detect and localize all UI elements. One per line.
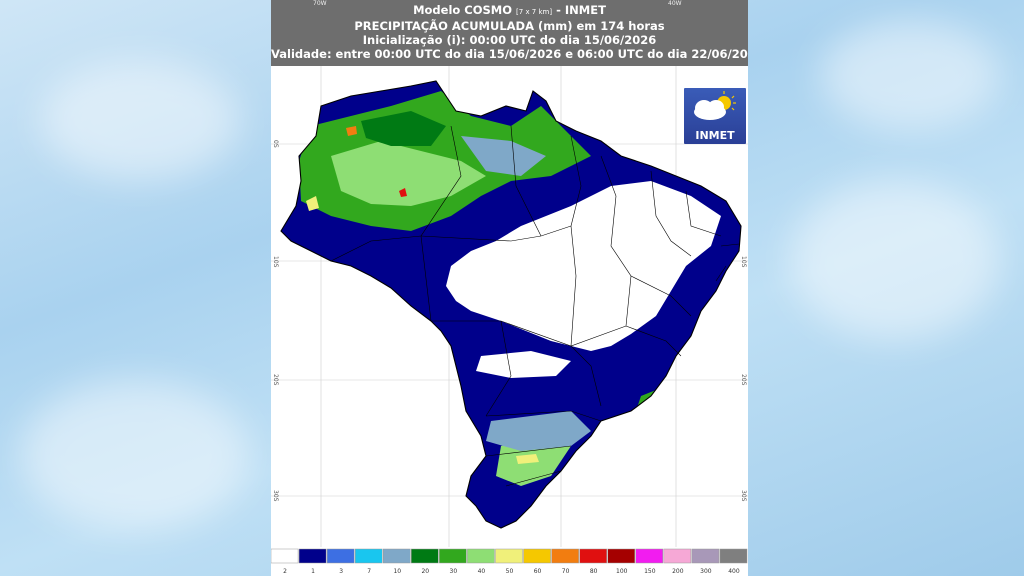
cloud-left-2 [20, 380, 250, 530]
northwest-yellow-spot [306, 196, 319, 211]
header-model-resolution: [7 x 7 km] [516, 8, 553, 16]
state-border-line [485, 320, 512, 417]
legend-label: 10 [393, 568, 401, 575]
legend-swatch [326, 548, 355, 564]
legend-label: 2 [283, 568, 287, 575]
inmet-logo: INMET [684, 88, 746, 144]
legend-swatch [298, 548, 327, 564]
lon-label-70w: 70W [313, 0, 327, 7]
legend-swatch [411, 548, 439, 564]
central-dry-pocket [476, 351, 571, 378]
legend-swatch [382, 548, 411, 564]
precipitation-map-panel: 70W 40W Modelo COSMO [7 x 7 km] - INMET … [271, 0, 748, 576]
state-border-line [600, 155, 632, 327]
legend-label: 1 [311, 568, 315, 575]
legend-swatch [495, 548, 523, 564]
cloud-right-2 [820, 20, 1000, 130]
state-borders [330, 125, 740, 487]
legend-label: 7 [367, 568, 371, 575]
logo-text: INMET [695, 129, 735, 142]
legend-label: 80 [590, 568, 598, 575]
header-title-line: Modelo COSMO [7 x 7 km] - INMET [271, 3, 748, 19]
header-init-time: Inicialização (i): 00:00 UTC do dia 15/0… [362, 33, 657, 47]
legend-swatch [467, 548, 495, 564]
legend-label: 40 [478, 568, 486, 575]
legend-swatch [354, 548, 383, 564]
legend-label: 100 [616, 568, 628, 575]
state-border-line [420, 125, 462, 322]
legend-swatch [663, 548, 692, 564]
map-header: 70W 40W Modelo COSMO [7 x 7 km] - INMET … [271, 0, 748, 66]
state-border-line [431, 320, 627, 347]
legend-swatch [439, 548, 467, 564]
state-border-line [650, 170, 692, 257]
header-model-name: Modelo COSMO [413, 3, 513, 17]
northwest-red-spot [399, 188, 407, 197]
legend-swatch [719, 548, 748, 564]
lat-label-right-30s: 30S [740, 490, 747, 502]
state-border-line [485, 445, 572, 457]
state-border-line [420, 225, 572, 242]
state-border-line [570, 345, 602, 407]
south-lightblue-area [486, 411, 591, 451]
lat-label-left-0s: 0S [272, 140, 279, 148]
state-border-line [505, 470, 562, 487]
brazil-precip-map [271, 66, 748, 547]
legend-swatch [691, 548, 720, 564]
lat-label-left-30s: 30S [272, 490, 279, 502]
legend-label: 300 [700, 568, 712, 575]
legend-label: 200 [672, 568, 684, 575]
lat-label-right-10s: 10S [740, 256, 747, 268]
legend-swatch [579, 548, 607, 564]
legend-label: 3 [339, 568, 343, 575]
legend-swatch [607, 548, 636, 564]
precip-field [281, 81, 741, 528]
header-model-suffix: - INMET [556, 3, 606, 17]
legend-swatch [271, 548, 299, 564]
state-border-line [715, 265, 727, 282]
header-validity: Validade: entre 00:00 UTC do dia 15/06/2… [271, 47, 748, 61]
dry-interior-area [446, 181, 721, 351]
legend-swatch [523, 548, 551, 564]
lat-label-right-20s: 20S [740, 374, 747, 386]
borders [280, 80, 742, 529]
cloud-right-1 [790, 180, 1000, 340]
north-darkgreen-area [361, 111, 446, 146]
state-border-line [630, 275, 692, 317]
legend-label: 60 [534, 568, 542, 575]
state-border-line [485, 410, 602, 422]
northwest-orange-spot [346, 126, 357, 136]
north-lightblue-area [461, 136, 546, 176]
state-border-line [330, 235, 422, 262]
lon-label-40w: 40W [668, 0, 682, 7]
brazil-outline [280, 80, 742, 529]
legend-label: 150 [644, 568, 656, 575]
north-lightgreen-area [331, 141, 486, 206]
state-border-line [720, 243, 740, 247]
state-border-line [510, 125, 542, 237]
legend-label: 400 [728, 568, 740, 575]
state-border-line [625, 325, 682, 357]
south-yellow-area [516, 454, 539, 464]
legend-label: 70 [562, 568, 570, 575]
legend-label: 20 [421, 568, 429, 575]
legend-label: 30 [450, 568, 458, 575]
legend-swatch [635, 548, 664, 564]
precip-legend: 2 1 3 7 10 20 30 40 50 60 70 80 100 150 200 300 400 [271, 547, 748, 576]
header-variable: PRECIPITAÇÃO ACUMULADA (mm) em 174 horas [354, 19, 665, 33]
lat-label-left-10s: 10S [272, 256, 279, 268]
state-border-line [570, 135, 582, 347]
sun-cloud-icon [694, 91, 736, 120]
cloud-left-1 [40, 60, 240, 180]
legend-label: 50 [506, 568, 514, 575]
lat-label-left-20s: 20S [272, 374, 279, 386]
state-border-line [685, 190, 722, 237]
legend-swatch [551, 548, 579, 564]
